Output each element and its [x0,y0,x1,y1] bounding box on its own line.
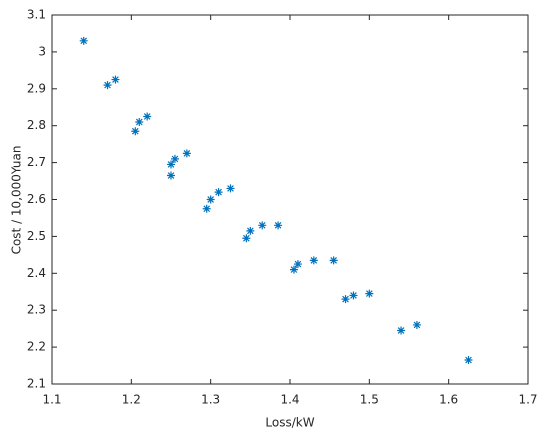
point [131,127,140,136]
point [464,356,473,365]
point [397,326,406,335]
point [246,226,255,235]
point [170,154,179,163]
x-axis-label: Loss/kW [265,416,314,430]
point [202,204,211,213]
y-axis-label: Cost / 10,000Yuan [10,146,24,255]
point [349,291,358,300]
y-tick-label: 2.4 [27,266,46,280]
point [214,188,223,197]
point [226,184,235,193]
point [167,160,175,169]
y-tick-label: 2.6 [27,192,46,206]
point [329,256,338,265]
point [182,149,191,158]
plot-area [51,14,529,385]
x-tick-label: 1.6 [439,393,458,407]
x-tick-label: 1.1 [42,393,61,407]
point [143,112,152,121]
point [242,234,251,243]
point [293,260,302,269]
point [341,295,350,304]
point [206,195,215,204]
point [258,221,267,230]
y-tick-label: 2.9 [27,81,46,95]
point [274,221,283,230]
x-tick-label: 1.3 [201,393,220,407]
y-tick-label: 3 [38,44,46,58]
point [309,256,318,265]
y-tick-label: 2.3 [27,303,46,317]
y-tick-label: 2.1 [27,377,46,391]
y-tick-label: 2.2 [27,340,46,354]
x-tick-label: 1.4 [280,393,299,407]
x-tick-label: 1.5 [360,393,379,407]
point [103,81,112,90]
y-tick-label: 3.1 [27,8,46,22]
point [289,265,298,274]
point [135,118,144,127]
y-tick-label: 2.5 [27,229,46,243]
y-tick-label: 2.8 [27,118,46,132]
x-tick-label: 1.2 [122,393,141,407]
point [167,171,175,180]
point [79,36,88,45]
point [365,289,374,298]
point [111,75,120,84]
point [412,320,421,329]
y-tick-label: 2.7 [27,155,46,169]
x-tick-label: 1.7 [518,393,537,407]
